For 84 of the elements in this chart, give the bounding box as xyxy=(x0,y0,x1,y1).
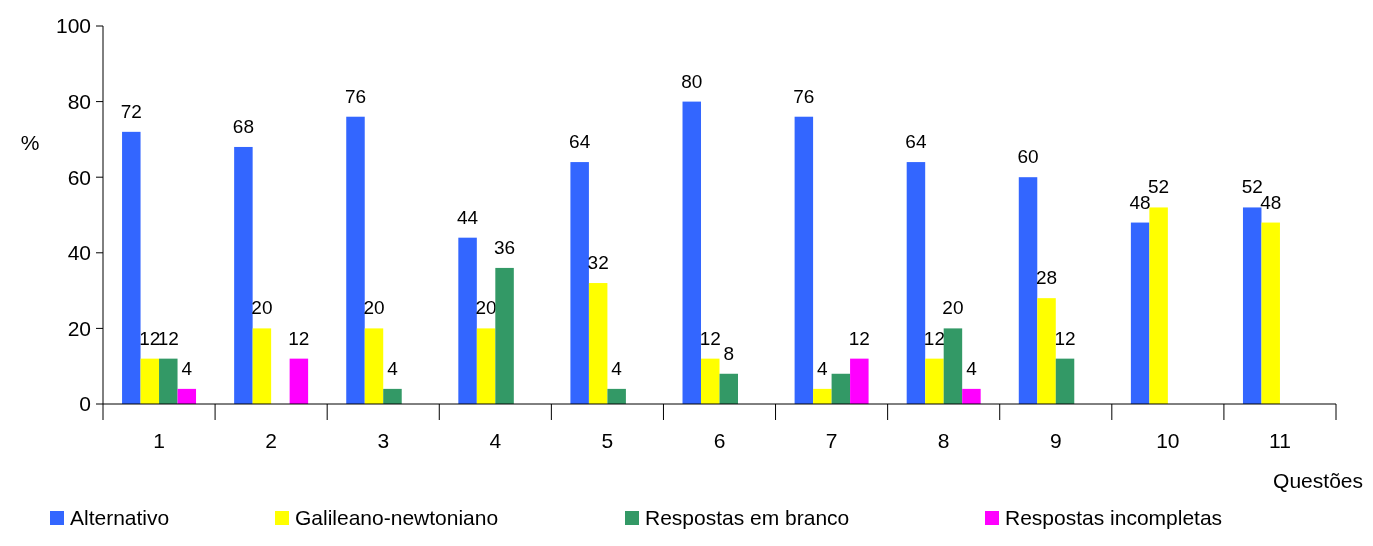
y-tick-label: 0 xyxy=(79,392,91,416)
data-label: 72 xyxy=(120,100,142,122)
data-label: 20 xyxy=(942,297,964,319)
data-label: 20 xyxy=(251,297,273,319)
data-label: 80 xyxy=(681,70,703,92)
x-tick-label: 9 xyxy=(1049,429,1062,452)
x-tick-label: 2 xyxy=(265,429,277,452)
x-tick-label: 11 xyxy=(1269,429,1291,452)
data-label: 76 xyxy=(793,85,815,107)
data-label: 64 xyxy=(905,131,927,153)
bar xyxy=(719,373,738,404)
bar xyxy=(476,328,496,404)
x-tick-label: 3 xyxy=(377,429,390,452)
x-tick-label: 4 xyxy=(489,429,502,452)
data-label: 36 xyxy=(494,236,516,258)
bar xyxy=(289,358,309,404)
data-label: 12 xyxy=(699,327,721,349)
bar xyxy=(1242,207,1262,404)
x-tick-label: 1 xyxy=(153,429,165,452)
bar xyxy=(607,388,626,404)
bar xyxy=(850,358,869,404)
data-label: 4 xyxy=(817,357,829,379)
data-label: 44 xyxy=(457,206,479,228)
bar xyxy=(943,328,963,404)
data-label: 12 xyxy=(1054,327,1076,349)
bar xyxy=(1018,177,1038,404)
x-tick-label: 8 xyxy=(937,429,950,452)
x-axis-title: Questões xyxy=(1273,469,1363,492)
x-tick-label: 7 xyxy=(825,429,838,452)
data-label: 76 xyxy=(344,85,367,107)
bar xyxy=(813,388,832,404)
bar xyxy=(177,388,197,404)
bar xyxy=(701,358,720,404)
bar xyxy=(495,267,514,404)
y-tick-label: 40 xyxy=(67,241,91,265)
y-tick-label: 100 xyxy=(55,14,91,38)
bar xyxy=(346,116,365,404)
bar xyxy=(234,146,253,404)
data-label: 4 xyxy=(966,357,978,379)
data-label: 68 xyxy=(232,115,254,137)
bar xyxy=(1130,222,1150,404)
bar xyxy=(159,358,178,404)
bar xyxy=(122,131,141,404)
data-label: 4 xyxy=(181,357,193,379)
bar xyxy=(831,373,851,404)
data-label: 12 xyxy=(288,327,310,349)
data-label: 28 xyxy=(1035,267,1058,289)
legend-label: Respostas incompletas xyxy=(1005,506,1223,530)
bar xyxy=(383,388,402,404)
bar xyxy=(925,358,944,404)
bar xyxy=(570,162,589,404)
bar xyxy=(1055,358,1075,404)
y-axis-title: % xyxy=(20,131,40,154)
bar xyxy=(1261,222,1280,404)
bar xyxy=(794,116,814,404)
legend-label: Respostas em branco xyxy=(645,506,850,530)
bar xyxy=(364,328,384,404)
y-tick-label: 80 xyxy=(67,89,91,113)
data-label: 52 xyxy=(1241,176,1263,198)
bar xyxy=(588,283,608,404)
data-label: 52 xyxy=(1148,176,1170,198)
data-label: 12 xyxy=(923,327,945,349)
x-tick-label: 10 xyxy=(1156,429,1180,452)
bar xyxy=(140,358,160,404)
bar xyxy=(1149,207,1168,404)
data-label: 12 xyxy=(139,327,161,349)
bar xyxy=(458,237,477,404)
bar xyxy=(962,388,981,404)
data-label: 60 xyxy=(1017,146,1039,168)
data-label: 4 xyxy=(611,357,623,379)
data-label: 64 xyxy=(569,131,591,153)
y-tick-label: 60 xyxy=(67,165,91,189)
legend-label: Alternativo xyxy=(70,506,170,530)
bar xyxy=(682,101,702,404)
data-label: 12 xyxy=(848,327,870,349)
bar xyxy=(1037,298,1056,404)
x-tick-label: 5 xyxy=(601,429,614,452)
legend-label: Galileano-newtoniano xyxy=(295,506,499,530)
bar xyxy=(906,162,926,404)
data-label: 4 xyxy=(387,357,399,379)
data-label: 8 xyxy=(723,342,735,364)
bar xyxy=(252,328,272,404)
y-tick-label: 20 xyxy=(67,316,91,340)
x-tick-label: 6 xyxy=(713,429,726,452)
